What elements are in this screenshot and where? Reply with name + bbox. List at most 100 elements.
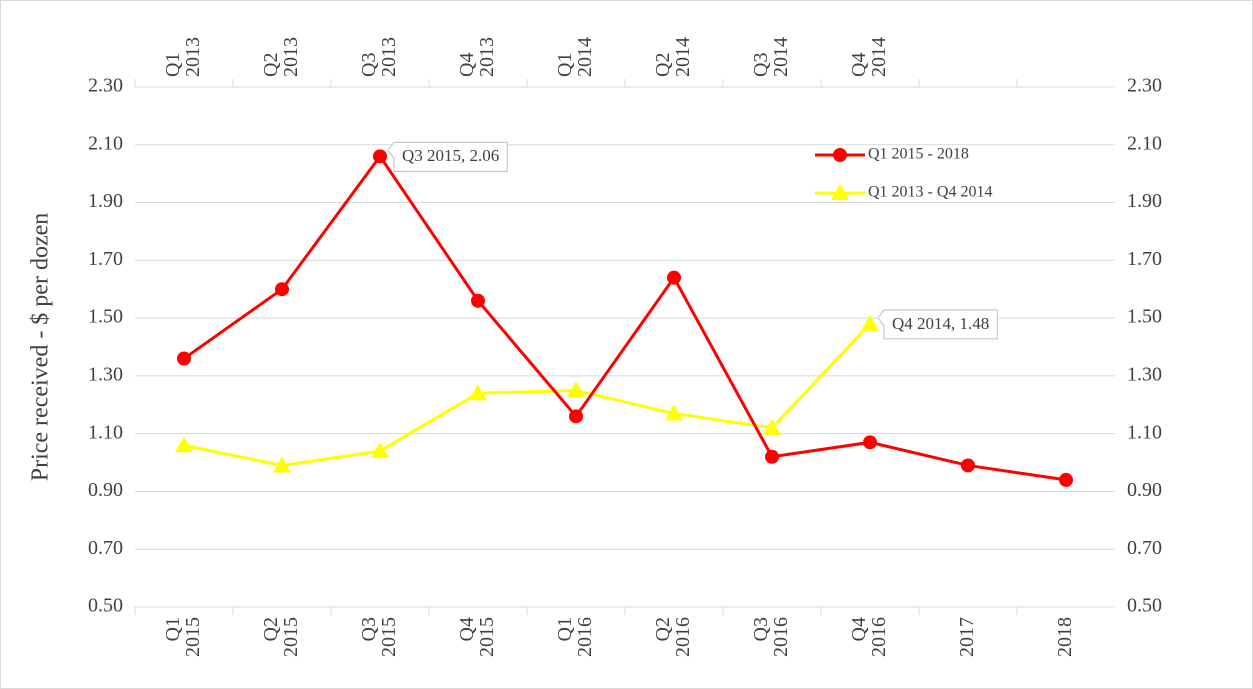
x2-tick-label-line: Q1 xyxy=(162,53,184,77)
series-line xyxy=(183,153,1067,482)
x2-tick-label-line: Q1 xyxy=(554,53,576,77)
y-tick-label: 0.70 xyxy=(88,537,123,559)
x2-tick-label-line: 2013 xyxy=(378,37,400,77)
x2-tick-label-line: 2014 xyxy=(672,37,694,77)
data-point xyxy=(667,270,681,285)
y-tick-label: 1.10 xyxy=(88,421,123,443)
x2-tick-label-line: Q3 xyxy=(358,53,380,77)
data-point xyxy=(469,384,487,401)
y-tick-label: 0.90 xyxy=(88,479,123,501)
y2-tick-label: 1.30 xyxy=(1127,363,1162,385)
data-point xyxy=(961,458,975,473)
x-tick-label-line: 2016 xyxy=(868,617,890,657)
data-point xyxy=(373,149,387,164)
x2-tick-label: Q12013 xyxy=(162,37,204,77)
x-tick-label-line: 2015 xyxy=(378,617,400,657)
data-point xyxy=(763,418,781,435)
data-point xyxy=(863,435,877,450)
x-tick-label-line: 2015 xyxy=(280,617,302,657)
x-tick-label-line: Q1 xyxy=(162,617,184,641)
x-tick-label-line: Q2 xyxy=(260,617,282,641)
y-tick-label: 1.70 xyxy=(88,248,123,270)
y-tick-label: 0.50 xyxy=(88,595,123,617)
data-point xyxy=(765,449,779,464)
y2-tick-label: 2.30 xyxy=(1127,75,1162,97)
x2-tick-label-line: 2013 xyxy=(182,37,204,77)
x2-tick-label-line: Q2 xyxy=(652,53,674,77)
data-point xyxy=(371,442,389,458)
x2-tick-label-line: 2014 xyxy=(574,37,596,77)
legend-label: Q1 2015 - 2018 xyxy=(868,146,969,163)
y2-tick-label: 1.90 xyxy=(1127,190,1162,212)
legend-label: Q1 2013 - Q4 2014 xyxy=(868,184,992,201)
y-axis-label: Price received - $ per dozen xyxy=(28,213,54,482)
x2-tick-label-line: Q3 xyxy=(750,53,772,77)
data-point xyxy=(175,436,193,453)
x2-tick-label: Q42014 xyxy=(848,37,890,77)
x2-tick-label: Q12014 xyxy=(554,37,596,77)
annotation-text: Q4 2014, 1.48 xyxy=(892,314,989,333)
x-tick-label: Q42015 xyxy=(456,617,498,657)
x-tick-label-line: Q3 xyxy=(750,617,772,641)
annotation: Q3 2015, 2.06 xyxy=(387,141,508,172)
y2-tick-label: 1.70 xyxy=(1127,248,1162,270)
y-tick-label: 1.50 xyxy=(88,306,123,328)
data-point xyxy=(1059,472,1073,487)
x2-tick-label: Q22014 xyxy=(652,37,694,77)
x-tick-label-line: 2016 xyxy=(770,617,792,657)
x2-tick-label-line: Q4 xyxy=(848,53,870,77)
x-tick-label: Q22015 xyxy=(260,617,302,657)
x2-tick-label-line: 2013 xyxy=(476,37,498,77)
annotation-box xyxy=(387,141,508,172)
x-tick-label-line: Q3 xyxy=(358,617,380,641)
x-tick-label: Q12016 xyxy=(554,617,596,657)
y2-tick-label: 0.90 xyxy=(1127,479,1162,501)
data-point xyxy=(177,351,191,366)
x-tick-label-line: Q1 xyxy=(554,617,576,641)
y2-tick-label: 0.50 xyxy=(1127,595,1162,617)
x-tick-label-line: 2016 xyxy=(574,617,596,657)
data-point xyxy=(665,404,683,421)
data-point xyxy=(273,456,291,473)
x-tick-label: 2017 xyxy=(956,617,978,657)
x2-tick-label-line: 2014 xyxy=(868,37,890,77)
x-tick-label-line: Q4 xyxy=(848,617,870,641)
x2-tick-label: Q32014 xyxy=(750,37,792,77)
x2-tick-label-line: 2014 xyxy=(770,37,792,77)
legend-marker xyxy=(831,184,849,200)
x2-tick-label-line: 2013 xyxy=(280,37,302,77)
x2-tick-label: Q42013 xyxy=(456,37,498,77)
annotation-text: Q3 2015, 2.06 xyxy=(402,146,499,165)
annotation-box xyxy=(877,309,998,340)
y2-tick-label: 1.50 xyxy=(1127,306,1162,328)
x-tick-label-line: 2017 xyxy=(956,617,978,657)
x-tick-label: Q22016 xyxy=(652,617,694,657)
x-tick-label-line: 2015 xyxy=(476,617,498,657)
y-tick-label: 2.30 xyxy=(88,75,123,97)
annotation: Q4 2014, 1.48 xyxy=(877,309,998,340)
y-tick-label: 1.90 xyxy=(88,190,123,212)
x-tick-label-line: 2016 xyxy=(672,617,694,657)
x2-tick-label: Q32013 xyxy=(358,37,400,77)
data-point xyxy=(275,282,289,297)
data-point xyxy=(567,381,585,398)
x-tick-label-line: 2018 xyxy=(1054,617,1076,657)
y2-tick-label: 0.70 xyxy=(1127,537,1162,559)
x-tick-label: Q42016 xyxy=(848,617,890,657)
data-point xyxy=(861,314,879,331)
x2-tick-label-line: Q2 xyxy=(260,53,282,77)
y-tick-label: 2.10 xyxy=(88,132,123,154)
x2-tick-label: Q22013 xyxy=(260,37,302,77)
legend-marker xyxy=(833,148,847,162)
x-tick-label-line: Q4 xyxy=(456,617,478,641)
y-tick-label: 1.30 xyxy=(88,363,123,385)
x-tick-label: Q32016 xyxy=(750,617,792,657)
y2-tick-label: 2.10 xyxy=(1127,132,1162,154)
data-point xyxy=(471,293,485,308)
x-tick-label-line: 2015 xyxy=(182,617,204,657)
x-tick-label: Q32015 xyxy=(358,617,400,657)
data-point xyxy=(569,409,583,424)
y2-tick-label: 1.10 xyxy=(1127,421,1162,443)
x2-tick-label-line: Q4 xyxy=(456,53,478,77)
